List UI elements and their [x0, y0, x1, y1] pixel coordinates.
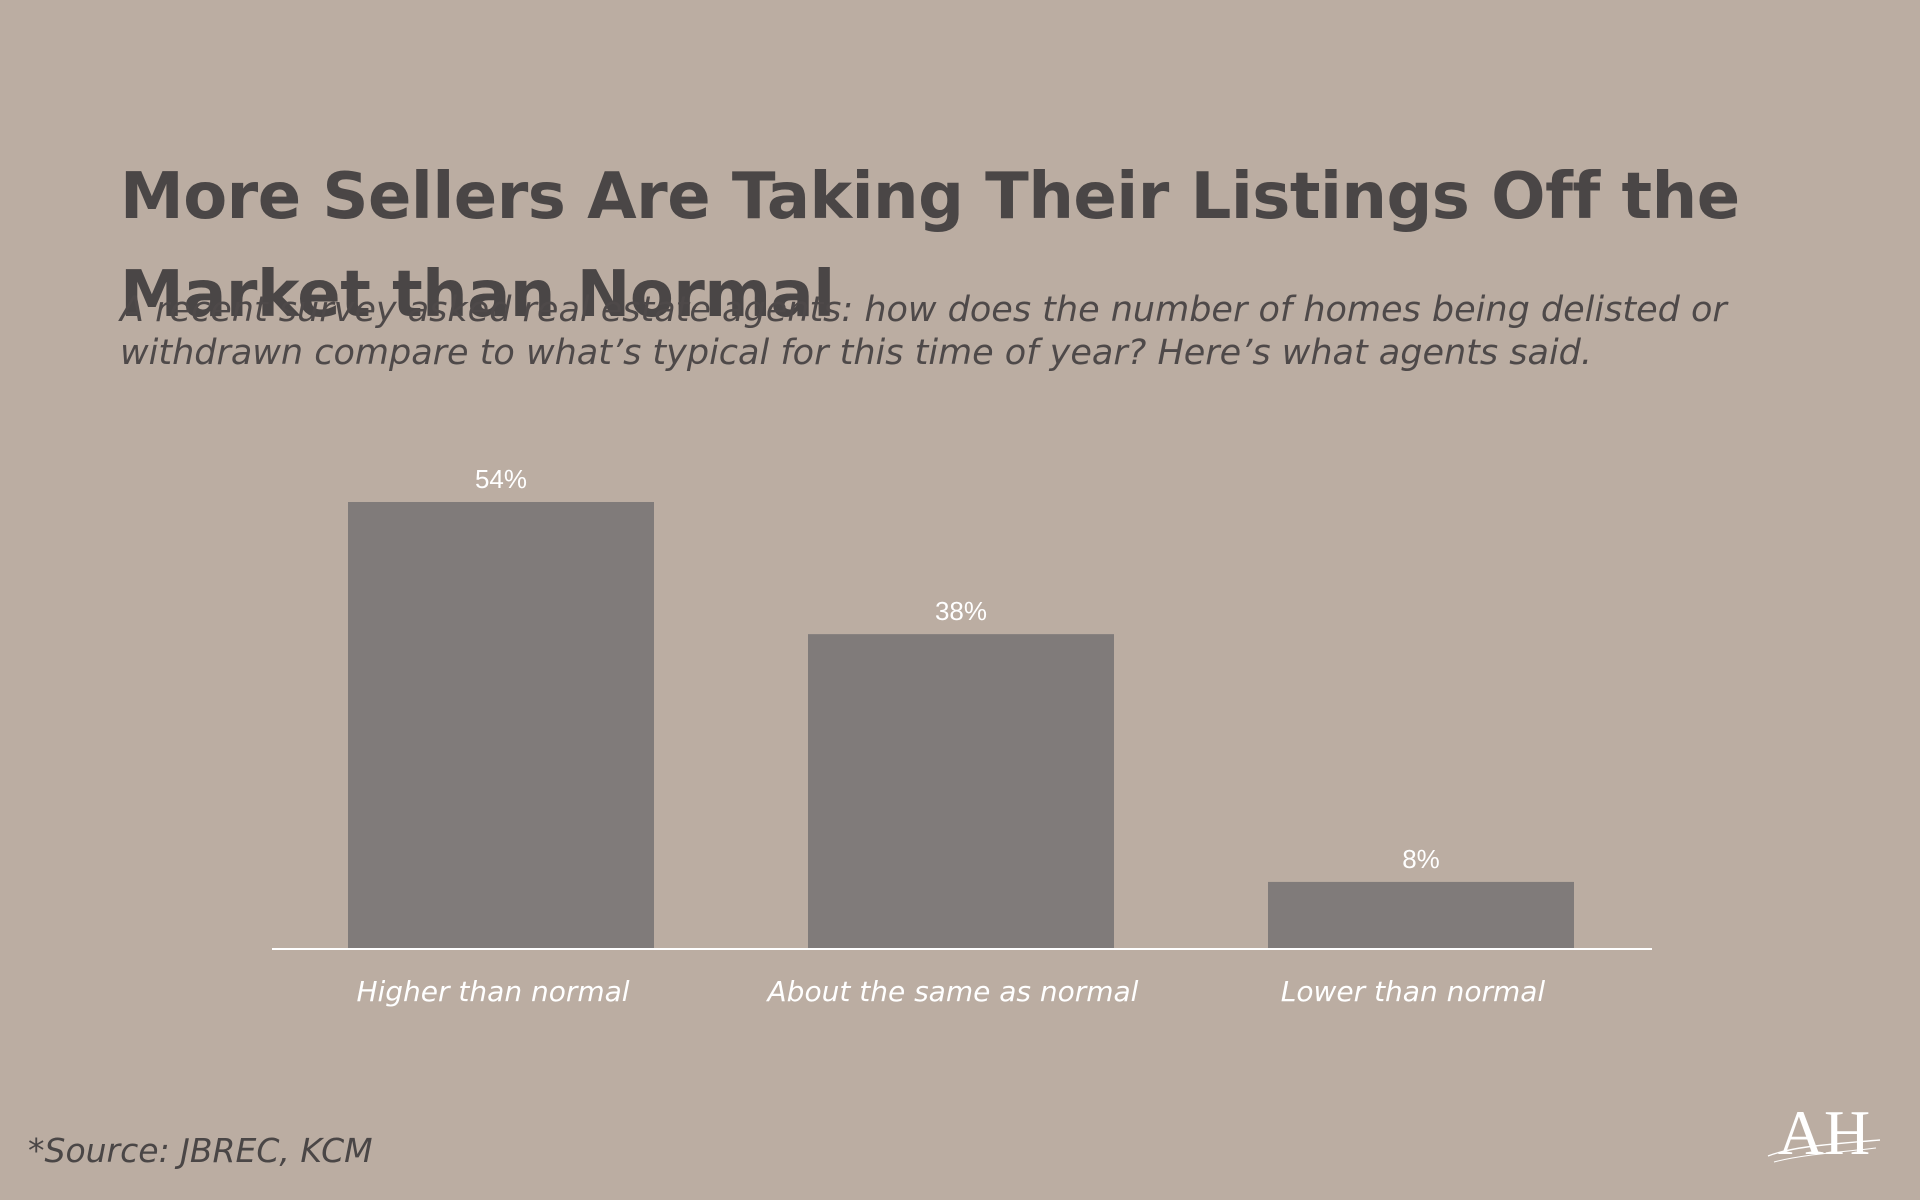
bar-higher-than-normal: [348, 502, 654, 948]
source-note: *Source: JBREC, KCM: [28, 1131, 373, 1170]
data-label: 54%: [475, 464, 527, 494]
category-label: About the same as normal: [766, 975, 1139, 1008]
category-label: Higher than normal: [356, 975, 629, 1008]
logo-monogram: AH: [1778, 1097, 1870, 1168]
data-label: 38%: [935, 596, 987, 626]
ah-monogram-logo-icon: AH: [1767, 1097, 1881, 1168]
chart-title: More Sellers Are Taking Their Listings O…: [120, 160, 1740, 332]
data-label: 8%: [1402, 844, 1440, 874]
chart-subtitle: A recent survey asked real estate agents…: [120, 290, 1727, 373]
bar-about-the-same-as-normal: [808, 634, 1114, 948]
category-label: Lower than normal: [1281, 975, 1546, 1008]
bar-lower-than-normal: [1268, 881, 1574, 948]
